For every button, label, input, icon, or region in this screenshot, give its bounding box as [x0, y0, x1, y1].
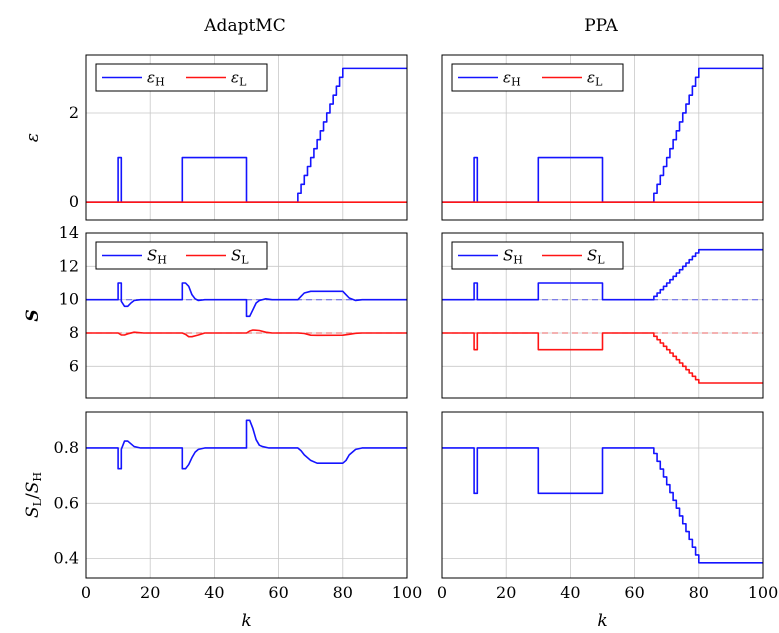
legend-label-L: SL	[587, 247, 605, 267]
series-line-ratio	[86, 419, 407, 470]
column-title-ppa: PPA	[584, 16, 618, 36]
series-line-εH	[86, 67, 407, 203]
x-tick-label: 20	[140, 583, 160, 602]
x-tick-label: 40	[560, 583, 580, 602]
series-line-SH	[86, 282, 407, 318]
y-tick-label: 0.6	[54, 493, 79, 512]
y-tick-label: 0	[69, 192, 79, 211]
x-tick-label: 80	[689, 583, 709, 602]
panel-ppa-eps: εH εL	[441, 54, 764, 221]
x-tick-label: 100	[392, 583, 423, 602]
legend-label-H: SH	[147, 247, 167, 267]
plot-frame	[85, 54, 408, 221]
legend-label-L: εL	[231, 69, 247, 89]
legend: SH SL	[451, 241, 624, 270]
legend-label-H: SH	[503, 247, 523, 267]
y-tick-label: 8	[69, 323, 79, 342]
panels: 0 2 ε εH εL εH εL 6 8 10 12 14 S SH SL SH SL 0.4 0.6 0.8 SL/…	[23, 54, 779, 631]
legend-label-H: εH	[147, 69, 165, 89]
y-tick-label: 0.8	[54, 438, 79, 457]
series-line-SL	[442, 332, 763, 384]
x-tick-label: 60	[624, 583, 644, 602]
x-tick-label: 80	[333, 583, 353, 602]
legend: SH SL	[95, 241, 268, 270]
plot-frame	[441, 54, 764, 221]
panel-adaptmc-eps: 0 2 ε εH εL	[23, 54, 408, 221]
plot-frame	[85, 411, 408, 579]
y-axis-label: ε	[23, 133, 43, 142]
y-tick-label: 6	[69, 356, 79, 375]
legend-label-L: SL	[231, 247, 249, 267]
x-tick-label: 100	[748, 583, 779, 602]
y-tick-label: 10	[59, 290, 79, 309]
panel-ppa-S: SH SL	[441, 232, 764, 399]
plot-frame	[441, 232, 764, 399]
plot-frame	[441, 411, 764, 579]
panel-adaptmc-S: 6 8 10 12 14 S SH SL	[23, 223, 408, 399]
panel-adaptmc-ratio: 0.4 0.6 0.8 SL/SH 0 20 40 60 80 100 k	[23, 411, 423, 631]
column-title-adaptmc: AdaptMC	[203, 16, 285, 36]
series-line-ratio	[442, 447, 763, 564]
y-tick-label: 14	[59, 223, 79, 242]
x-tick-label: 20	[496, 583, 516, 602]
legend: εH εL	[95, 63, 268, 92]
y-tick-label: 2	[69, 103, 79, 122]
x-tick-label: 60	[268, 583, 288, 602]
series-line-SL	[86, 329, 407, 338]
y-tick-label: 0.4	[54, 549, 79, 568]
x-tick-label: 40	[204, 583, 224, 602]
legend-label-H: εH	[503, 69, 521, 89]
y-axis-label: S	[23, 309, 43, 321]
x-axis-label: k	[241, 611, 251, 631]
x-axis-label: k	[597, 611, 607, 631]
legend: εH εL	[451, 63, 624, 92]
x-tick-label: 0	[437, 583, 447, 602]
y-tick-label: 12	[59, 256, 79, 275]
series-line-SH	[442, 248, 763, 301]
legend-label-L: εL	[587, 69, 603, 89]
plot-frame	[85, 232, 408, 399]
x-tick-label: 0	[81, 583, 91, 602]
series-line-εH	[442, 67, 763, 203]
y-axis-label: SL/SH	[23, 472, 44, 518]
panel-ppa-ratio: 0 20 40 60 80 100 k	[437, 411, 779, 631]
